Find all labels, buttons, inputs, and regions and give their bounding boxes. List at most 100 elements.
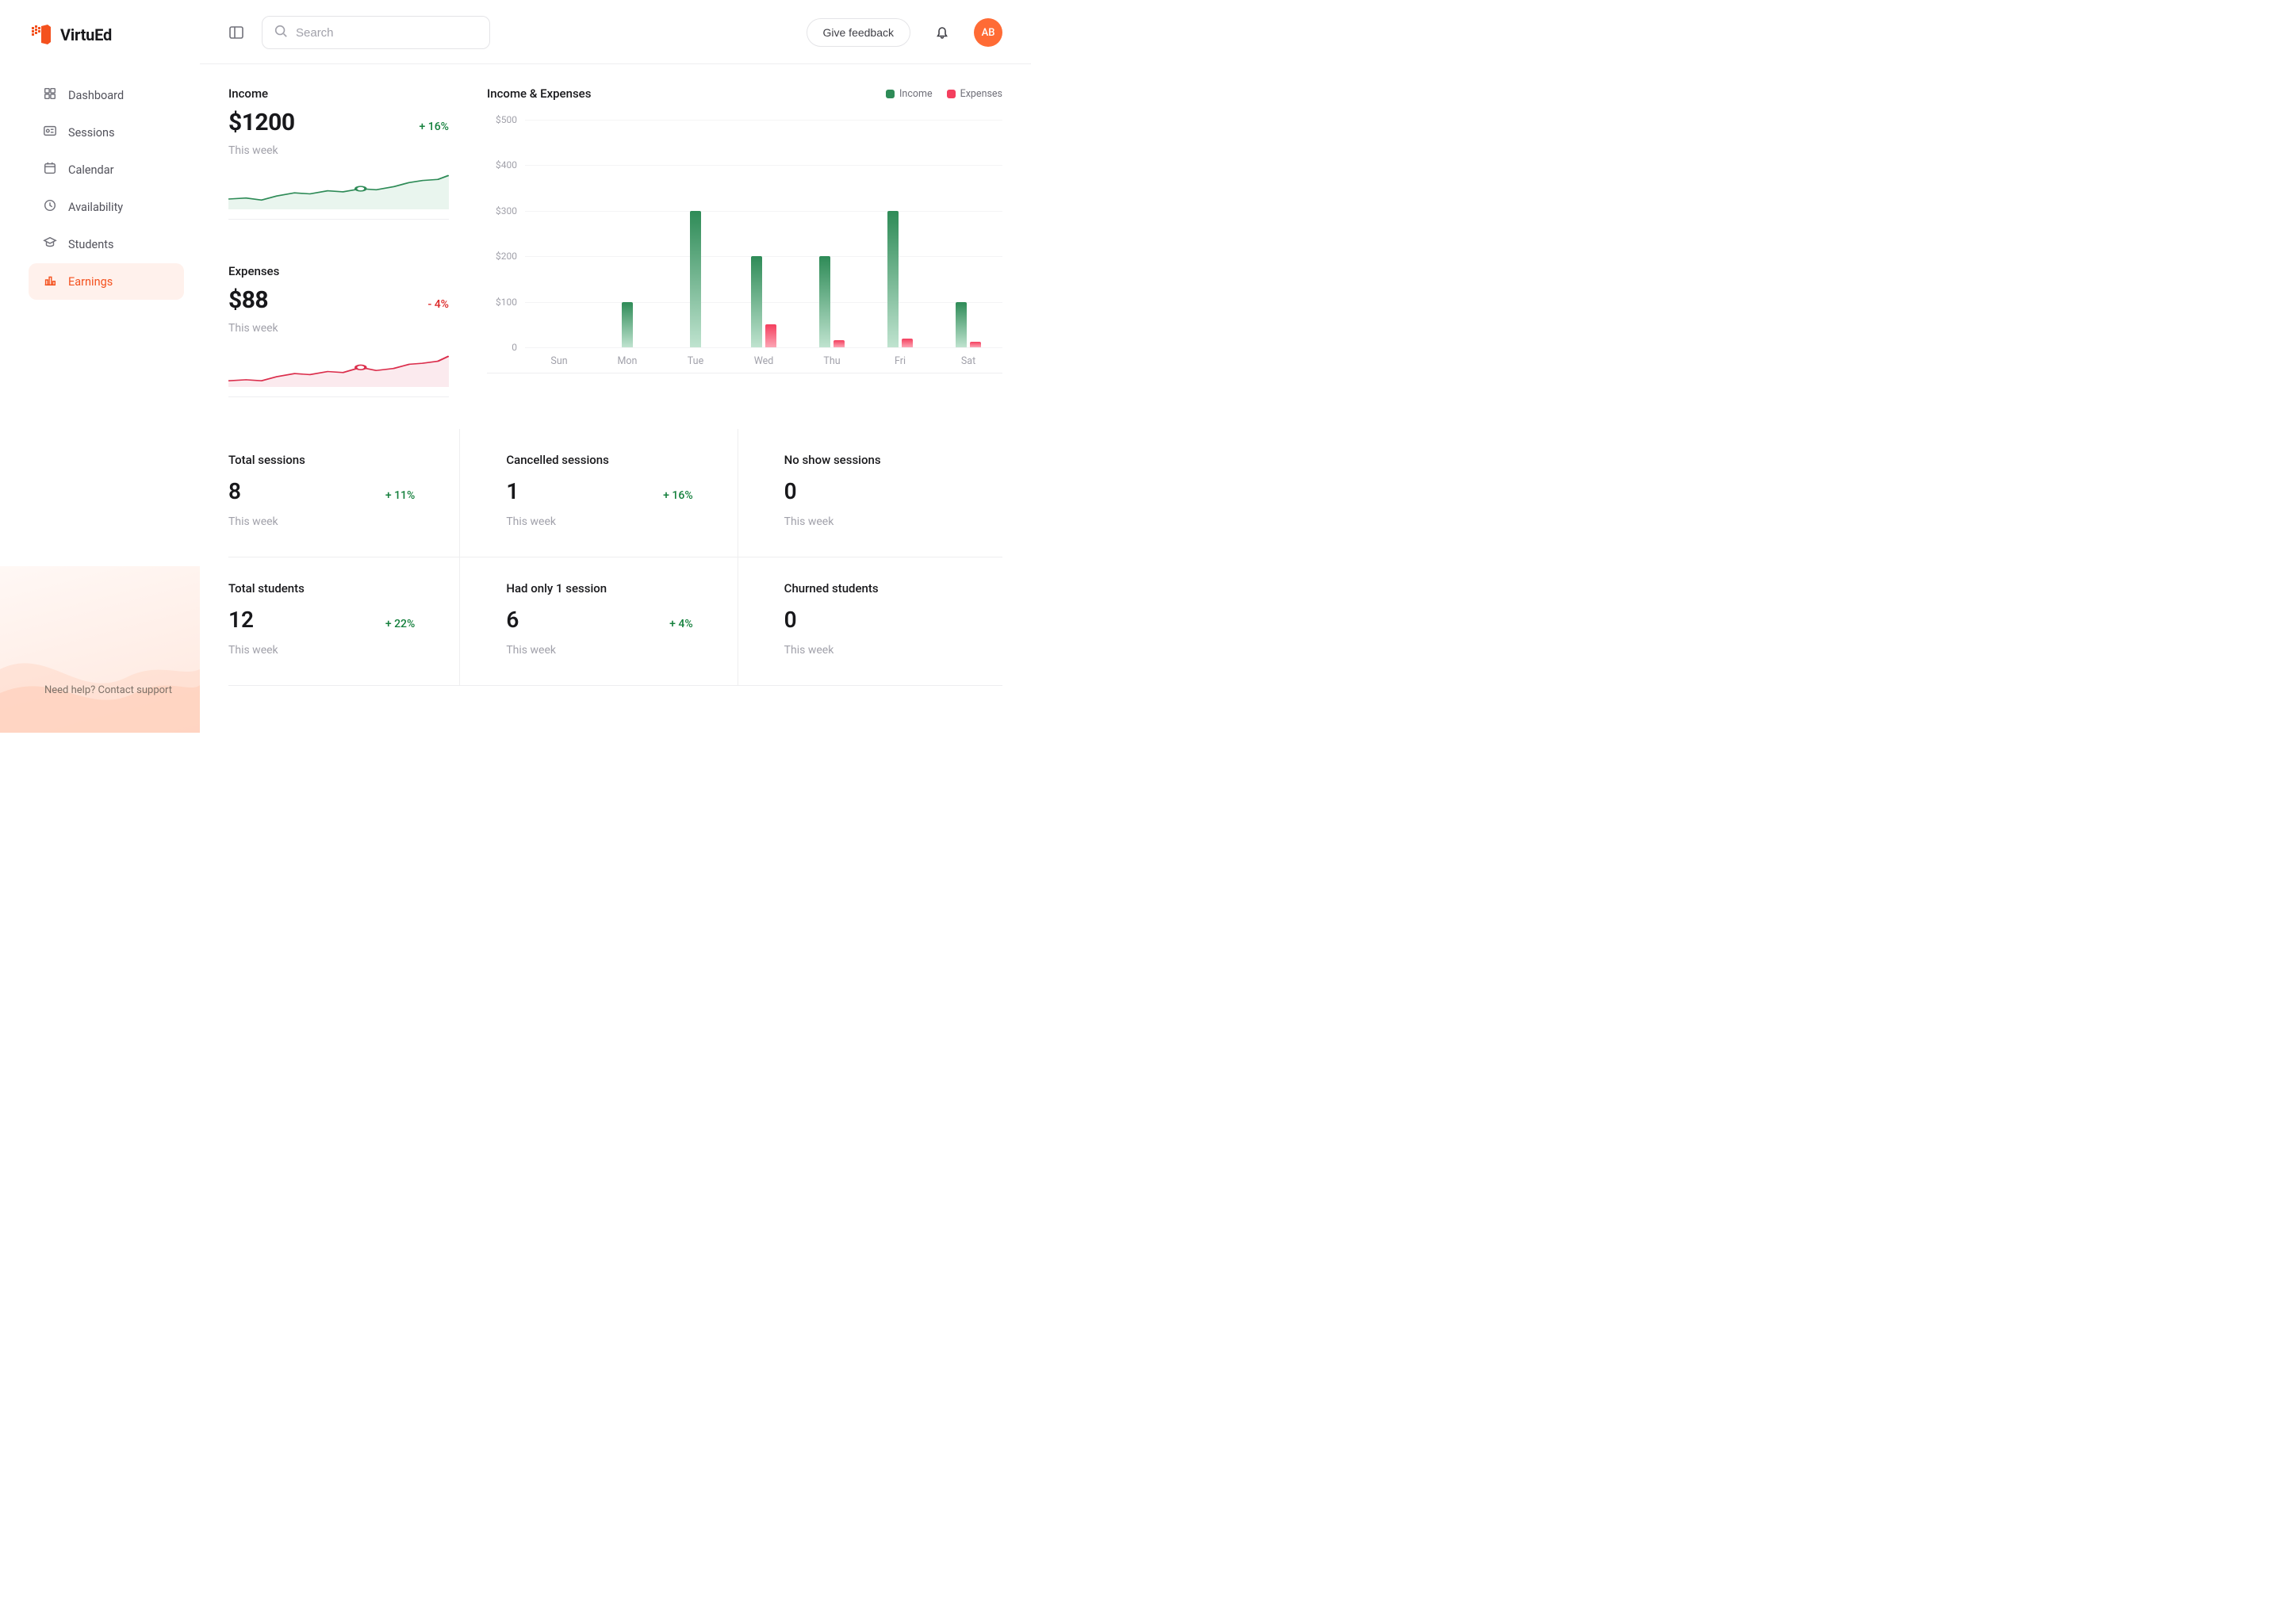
stat-value: 8 bbox=[228, 478, 241, 504]
support-card[interactable]: Need help? Contact support bbox=[0, 566, 200, 733]
chart-title: Income & Expenses bbox=[487, 86, 591, 101]
kpi-value: $88 bbox=[228, 286, 268, 314]
bar-group bbox=[934, 120, 1002, 347]
kpi-expenses: Expenses $88 - 4% This week bbox=[228, 264, 449, 397]
bar-income bbox=[887, 211, 899, 347]
bar-group bbox=[525, 120, 593, 347]
chart-icon bbox=[43, 273, 57, 290]
sparkline-expenses bbox=[228, 346, 449, 387]
stat-delta: + 11% bbox=[385, 489, 415, 502]
sidebar-item-label: Dashboard bbox=[68, 89, 124, 102]
stat-title: Cancelled sessions bbox=[506, 453, 724, 467]
sidebar-item-dashboard[interactable]: Dashboard bbox=[29, 77, 184, 113]
stat-card: Total sessions 8 + 11% This week bbox=[228, 429, 446, 557]
bar-expense bbox=[765, 324, 776, 347]
x-label: Wed bbox=[730, 347, 798, 373]
stat-sub: This week bbox=[228, 644, 446, 657]
kpi-value: $1200 bbox=[228, 109, 295, 136]
stat-delta: + 16% bbox=[663, 489, 692, 502]
sparkline-income bbox=[228, 168, 449, 209]
notifications-icon[interactable] bbox=[934, 25, 950, 40]
bar-income bbox=[956, 302, 967, 347]
chart-bars bbox=[525, 120, 1002, 347]
stat-value: 1 bbox=[506, 478, 519, 504]
support-text: Need help? Contact support bbox=[44, 684, 172, 696]
stat-card: No show sessions 0 This week bbox=[738, 429, 1002, 557]
logo-icon bbox=[30, 24, 52, 46]
bar-group bbox=[798, 120, 866, 347]
chart-legend: Income Expenses bbox=[886, 88, 1002, 100]
sidebar: VirtuEd Dashboard Sessions Calendar Availab… bbox=[0, 0, 200, 733]
grad-icon bbox=[43, 236, 57, 253]
sidebar-item-students[interactable]: Students bbox=[29, 226, 184, 262]
kpi-sub: This week bbox=[228, 322, 449, 335]
kpi-title: Expenses bbox=[228, 264, 449, 278]
stat-sub: This week bbox=[506, 515, 724, 528]
sidebar-item-label: Sessions bbox=[68, 126, 115, 140]
search-input-wrap[interactable] bbox=[262, 16, 490, 49]
legend-item: Expenses bbox=[947, 88, 1002, 100]
stat-sub: This week bbox=[228, 515, 446, 528]
y-tick: 0 bbox=[512, 342, 517, 353]
y-axis: $500$400$300$200$1000 bbox=[487, 120, 522, 347]
search-input[interactable] bbox=[296, 26, 478, 40]
stat-delta: + 4% bbox=[669, 618, 693, 630]
sidebar-item-label: Students bbox=[68, 238, 113, 251]
sidebar-item-earnings[interactable]: Earnings bbox=[29, 263, 184, 300]
bar-group bbox=[661, 120, 730, 347]
brand-name: VirtuEd bbox=[60, 25, 112, 44]
kpi-sub: This week bbox=[228, 144, 449, 157]
y-tick: $400 bbox=[496, 159, 517, 170]
x-label: Fri bbox=[866, 347, 934, 373]
stat-value: 0 bbox=[784, 607, 797, 633]
bar-income bbox=[819, 256, 830, 347]
stat-card: Cancelled sessions 1 + 16% This week bbox=[459, 429, 724, 557]
calendar-icon bbox=[43, 161, 57, 178]
topbar: Give feedback AB bbox=[200, 0, 1031, 64]
avatar[interactable]: AB bbox=[974, 18, 1002, 47]
stat-card: Churned students 0 This week bbox=[738, 557, 1002, 685]
bar-expense bbox=[970, 342, 981, 347]
x-label: Thu bbox=[798, 347, 866, 373]
y-tick: $500 bbox=[496, 114, 517, 125]
legend-label: Expenses bbox=[960, 88, 1002, 100]
sidebar-item-label: Calendar bbox=[68, 163, 114, 177]
feedback-button[interactable]: Give feedback bbox=[807, 18, 911, 47]
id-icon bbox=[43, 124, 57, 141]
stat-title: Total students bbox=[228, 581, 446, 596]
sidebar-item-sessions[interactable]: Sessions bbox=[29, 114, 184, 151]
stat-title: Churned students bbox=[784, 581, 1002, 596]
stat-value: 12 bbox=[228, 607, 254, 633]
content: Income $1200 + 16% This week Expenses $8… bbox=[200, 64, 1031, 733]
stat-title: No show sessions bbox=[784, 453, 1002, 467]
x-label: Mon bbox=[593, 347, 661, 373]
x-axis: SunMonTueWedThuFriSat bbox=[525, 347, 1002, 373]
sidebar-nav: Dashboard Sessions Calendar Availability Stu… bbox=[0, 70, 200, 301]
bar-group bbox=[866, 120, 934, 347]
sidebar-item-availability[interactable]: Availability bbox=[29, 189, 184, 225]
bar-income bbox=[622, 302, 633, 347]
sidebar-item-calendar[interactable]: Calendar bbox=[29, 151, 184, 188]
stat-value: 0 bbox=[784, 478, 797, 504]
stat-card: Total students12+ 22%This week bbox=[228, 557, 446, 685]
bar-income bbox=[751, 256, 762, 347]
x-label: Sun bbox=[525, 347, 593, 373]
stat-sub: This week bbox=[784, 644, 1002, 657]
stats-grid: Total sessions8+ 11%This weekCancelled s… bbox=[228, 429, 1002, 686]
panel-toggle-icon[interactable] bbox=[228, 25, 244, 40]
legend-item: Income bbox=[886, 88, 933, 100]
stat-value: 6 bbox=[506, 607, 519, 633]
stat-sub: This week bbox=[506, 644, 724, 657]
stat-sub: This week bbox=[784, 515, 1002, 528]
main: Give feedback AB Income $1200 + 16% This… bbox=[200, 0, 1031, 733]
x-label: Tue bbox=[661, 347, 730, 373]
brand[interactable]: VirtuEd bbox=[0, 16, 200, 70]
sidebar-item-label: Availability bbox=[68, 201, 123, 214]
clock-icon bbox=[43, 198, 57, 216]
bar-expense bbox=[834, 340, 845, 347]
y-tick: $200 bbox=[496, 251, 517, 262]
kpi-income: Income $1200 + 16% This week bbox=[228, 86, 449, 220]
stat-title: Total sessions bbox=[228, 453, 446, 467]
x-label: Sat bbox=[934, 347, 1002, 373]
bar-income bbox=[690, 211, 701, 347]
